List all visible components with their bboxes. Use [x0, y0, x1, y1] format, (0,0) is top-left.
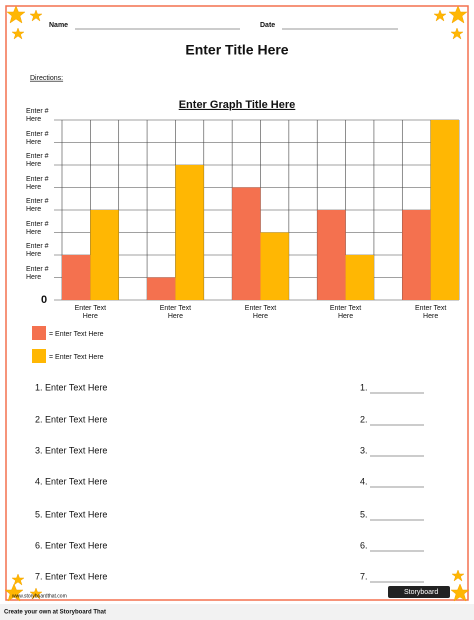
x-tick-label: Enter Text Here [414, 305, 447, 320]
answer-number: 7. [360, 571, 368, 581]
y-tick-label: Enter # Here [26, 153, 49, 168]
answer-number: 1. [360, 382, 368, 392]
question: 2. Enter Text Here [35, 414, 107, 424]
answer-number: 6. [360, 540, 368, 550]
answer-number: 2. [360, 414, 368, 424]
bar [90, 210, 119, 300]
legend-label: = Enter Text Here [49, 331, 104, 338]
bar [62, 255, 91, 300]
border [5, 5, 469, 601]
y-tick-label: Enter # Here [26, 108, 49, 123]
question: 3. Enter Text Here [35, 445, 107, 455]
question: 4. Enter Text Here [35, 476, 107, 486]
logo-box [388, 586, 450, 598]
bar [175, 165, 204, 300]
legend-swatch [32, 349, 46, 363]
watermark: www.storyboardthat.com [12, 593, 67, 599]
question: 7. Enter Text Here [35, 571, 107, 581]
y-tick-label: Enter # Here [26, 175, 49, 191]
y-tick-label: Enter # Here [26, 220, 49, 236]
y-tick-label: Enter # Here [26, 198, 49, 213]
y-tick-label: Enter # Here [26, 265, 49, 281]
question: 6. Enter Text Here [35, 540, 107, 550]
bar [260, 232, 289, 300]
logo: Storyboard [404, 589, 438, 596]
legend-label: = Enter Text Here [49, 354, 104, 361]
bar [147, 277, 176, 300]
bar [232, 187, 261, 300]
x-tick-label: Enter Text Here [329, 305, 362, 320]
footer-bar [0, 604, 474, 620]
worksheet-title: Enter Title Here [185, 42, 288, 58]
question: 5. Enter Text Here [35, 509, 107, 519]
bar [345, 255, 374, 300]
x-tick-label: Enter Text Here [244, 305, 277, 320]
y-tick-label: 0 [41, 294, 47, 306]
answer-number: 5. [360, 509, 368, 519]
y-tick-label: Enter # Here [26, 130, 49, 146]
bar [430, 120, 459, 300]
answer-number: 4. [360, 476, 368, 486]
directions: Directions: [30, 75, 63, 82]
x-tick-label: Enter Text Here [74, 305, 107, 320]
bar [317, 210, 346, 300]
bar [402, 210, 431, 300]
credit: Create your own at Storyboard That [4, 610, 106, 616]
y-tick-label: Enter # Here [26, 243, 49, 258]
answer-number: 3. [360, 445, 368, 455]
name-label: Name [49, 22, 68, 29]
legend-swatch [32, 326, 46, 340]
date-label: Date [260, 22, 275, 29]
stars [4, 5, 470, 602]
x-tick-label: Enter Text Here [159, 305, 192, 320]
question: 1. Enter Text Here [35, 382, 107, 392]
chart-title: Enter Graph Title Here [179, 99, 296, 111]
